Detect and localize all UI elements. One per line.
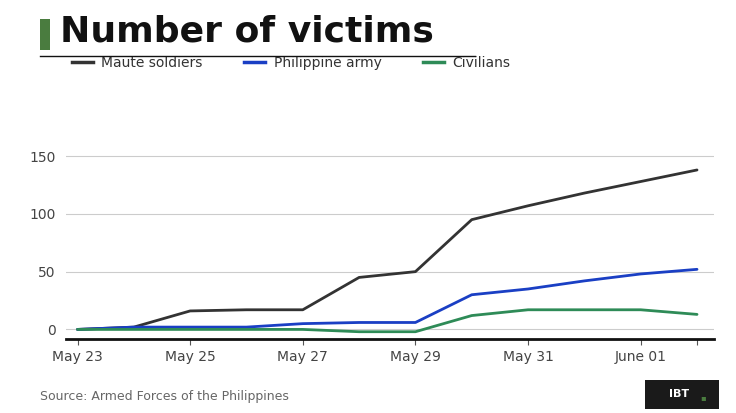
Text: Source: Armed Forces of the Philippines: Source: Armed Forces of the Philippines xyxy=(40,390,289,403)
Text: Number of victims: Number of victims xyxy=(60,14,434,48)
Text: IBT: IBT xyxy=(668,389,689,399)
Text: ▪: ▪ xyxy=(700,394,706,402)
Legend: Maute soldiers, Philippine army, Civilians: Maute soldiers, Philippine army, Civilia… xyxy=(67,50,516,76)
